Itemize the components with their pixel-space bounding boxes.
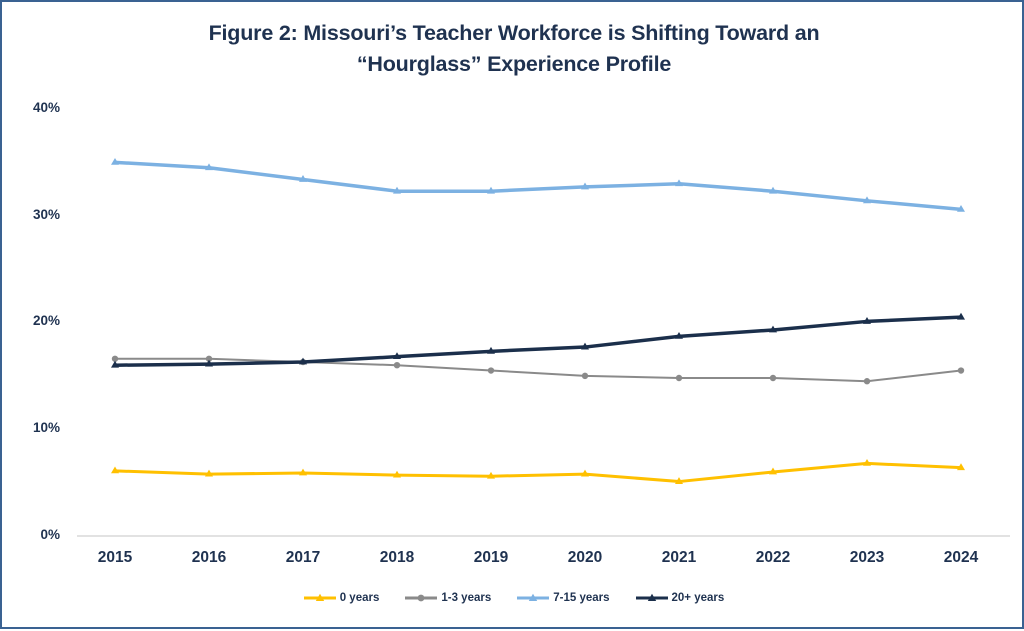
x-axis-tick-2024: 2024 bbox=[943, 549, 979, 566]
x-axis-tick-2023: 2023 bbox=[849, 549, 885, 566]
legend-item-1-3-years: 1-3 years bbox=[405, 592, 491, 604]
y-axis-tick-30: 30% bbox=[32, 207, 60, 222]
y-axis-tick-20: 20% bbox=[32, 313, 60, 328]
x-axis-tick-2018: 2018 bbox=[379, 549, 415, 566]
legend-marker-1-3-years-icon bbox=[405, 594, 438, 602]
legend-item-7-15-years: 7-15 years bbox=[517, 592, 610, 604]
x-axis-tick-2017: 2017 bbox=[285, 549, 321, 566]
x-axis-tick-2020: 2020 bbox=[567, 549, 603, 566]
x-axis-tick-2016: 2016 bbox=[191, 549, 227, 566]
legend-item-0-years: 0 years bbox=[303, 592, 380, 604]
y-axis-tick-40: 40% bbox=[32, 100, 60, 115]
x-axis-tick-2015: 2015 bbox=[97, 549, 133, 566]
x-axis-tick-2021: 2021 bbox=[661, 549, 697, 566]
chart-legend: 0 years 1-3 years 7-15 years 20+ years bbox=[2, 592, 1024, 604]
legend-marker-20-plus-years-icon bbox=[635, 593, 668, 601]
x-axis-tick-2022: 2022 bbox=[755, 549, 791, 566]
legend-label: 0 years bbox=[339, 592, 380, 604]
legend-label: 1-3 years bbox=[441, 592, 492, 604]
legend-marker-0-years-icon bbox=[303, 593, 336, 601]
y-axis-tick-0: 0% bbox=[40, 527, 60, 542]
x-axis-tick-2019: 2019 bbox=[473, 549, 509, 566]
legend-label: 20+ years bbox=[671, 592, 725, 604]
legend-label: 7-15 years bbox=[553, 592, 610, 604]
y-axis-tick-10: 10% bbox=[32, 420, 60, 435]
legend-item-20-plus-years: 20+ years bbox=[635, 592, 725, 604]
chart-title: Figure 2: Missouri’s Teacher Workforce i… bbox=[208, 21, 820, 77]
legend-marker-7-15-years-icon bbox=[517, 593, 550, 601]
